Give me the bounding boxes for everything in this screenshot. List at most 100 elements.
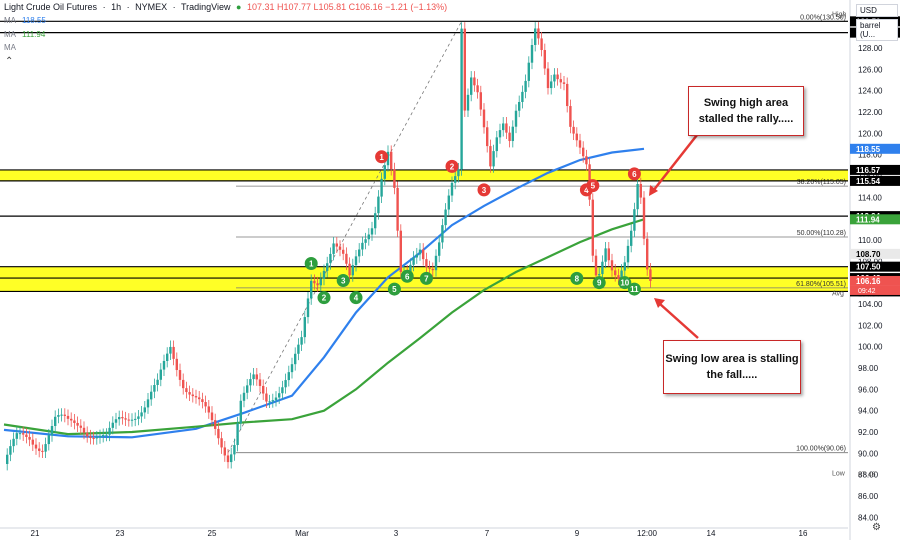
candle-body [214, 420, 217, 429]
candle-body [399, 230, 402, 272]
candle-body [278, 393, 281, 398]
candle-body [457, 169, 460, 177]
axis-mark-tag: High [832, 11, 847, 18]
price-axis-tick: 86.00 [858, 492, 879, 501]
candle-body [172, 346, 175, 359]
price-tag[interactable] [850, 214, 900, 225]
candle-body [418, 249, 422, 255]
candle-body [534, 28, 537, 46]
price-axis-tick: 96.00 [858, 385, 879, 394]
price-axis-tick: 88.00 [858, 471, 879, 480]
price-tag[interactable] [850, 261, 900, 272]
symbol-name[interactable]: Light Crude Oil Futures [4, 2, 98, 12]
touch-marker [419, 271, 433, 285]
candle-body [303, 317, 306, 338]
candle-body [463, 28, 466, 111]
candle-body [380, 178, 383, 197]
unit-label[interactable]: barrel (U... [856, 19, 898, 41]
price-tag[interactable] [850, 143, 900, 154]
candle-body [38, 448, 41, 451]
candle-body [332, 243, 335, 254]
candle-body [495, 137, 498, 152]
candle-body [153, 384, 156, 392]
candle-body [79, 425, 82, 428]
candle-body [614, 270, 617, 276]
axis-mark-tag: Avg [832, 290, 844, 297]
interval-label[interactable]: 1h [111, 2, 122, 12]
touch-marker-label: 10 [620, 279, 629, 288]
candle-body [546, 68, 550, 89]
candle-body [201, 399, 204, 403]
ma-value: 118.55 [22, 16, 46, 25]
candle-body [393, 169, 396, 188]
touch-marker [627, 167, 641, 181]
time-axis-tick: 16 [799, 529, 808, 538]
candle-body [162, 360, 166, 370]
candle-body [511, 126, 514, 142]
candle-body [102, 434, 105, 437]
candle-body [137, 416, 140, 419]
ma-legend-row[interactable]: MA 111.94 [4, 30, 46, 39]
time-axis-tick: 21 [31, 529, 40, 538]
candle-body [639, 184, 642, 198]
price-axis-tick: 102.00 [858, 321, 883, 330]
touch-marker-label: 6 [632, 170, 637, 179]
candle-body [310, 280, 313, 299]
touch-marker [375, 150, 389, 164]
touch-marker-label: 3 [341, 277, 346, 286]
highlight-zone [0, 169, 848, 181]
candle-body [182, 379, 185, 389]
candle-body [454, 176, 457, 183]
candle-body [562, 82, 566, 84]
candle-body [425, 259, 428, 268]
candle-body [428, 267, 431, 269]
price-axis-tick: 104.00 [858, 300, 883, 309]
candle-body [287, 372, 290, 381]
touch-marker-label: 4 [354, 294, 359, 303]
candle-body [591, 199, 594, 256]
candle-body [620, 270, 623, 279]
touch-marker-label: 7 [424, 274, 429, 283]
candle-body [118, 417, 121, 420]
ma-legend-row[interactable]: MA [4, 43, 16, 52]
price-tag[interactable] [850, 248, 900, 259]
candle-body [351, 265, 354, 276]
touch-marker-label: 6 [405, 272, 410, 281]
collapse-legend-icon[interactable]: ⌃ [5, 56, 14, 67]
touch-marker [400, 269, 414, 283]
price-tag[interactable] [850, 275, 900, 286]
candle-body [649, 269, 652, 281]
touch-marker [586, 179, 600, 193]
candle-body [479, 92, 482, 110]
price-tag[interactable] [850, 175, 900, 186]
candle-body [572, 126, 575, 134]
candle-body [316, 283, 319, 286]
currency-label[interactable]: USD [856, 4, 898, 17]
candle-body [450, 182, 454, 196]
candle-body [274, 397, 278, 401]
settings-gear-icon[interactable]: ⚙ [872, 522, 881, 533]
candle-body [60, 414, 63, 416]
candle-body [204, 402, 207, 407]
price-tag[interactable] [850, 164, 900, 175]
candle-body [412, 257, 415, 265]
candle-body [50, 426, 54, 436]
touch-marker [618, 276, 632, 290]
candle-body [415, 254, 418, 258]
time-axis-tick: 23 [116, 529, 125, 538]
unit-selector[interactable]: USD barrel (U... [856, 4, 898, 43]
touch-marker [387, 282, 401, 296]
candle-body [47, 435, 50, 445]
candle-body [198, 397, 201, 400]
candle-body [367, 234, 370, 240]
candle-body [230, 454, 233, 463]
candle-body [383, 165, 386, 179]
candle-body [335, 243, 338, 247]
candle-body [146, 399, 150, 408]
candle-body [44, 444, 47, 452]
candle-body [66, 415, 70, 419]
ma-legend-row[interactable]: MA 118.55 [4, 16, 46, 25]
touch-marker-label: 4 [584, 186, 589, 195]
candle-body [409, 264, 412, 272]
